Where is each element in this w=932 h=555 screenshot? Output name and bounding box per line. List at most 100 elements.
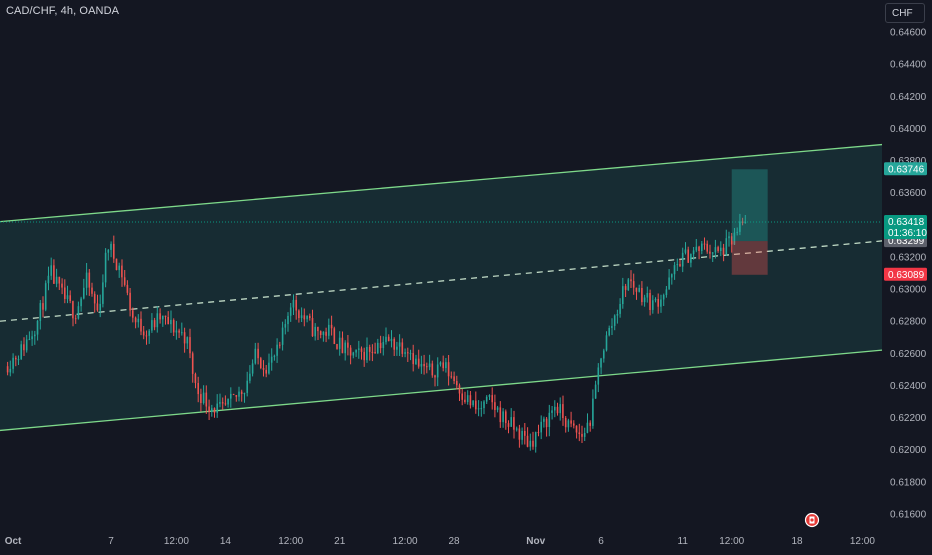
candle-body[interactable] bbox=[412, 353, 414, 365]
candle-body[interactable] bbox=[466, 395, 469, 402]
candle-body[interactable] bbox=[426, 366, 428, 368]
candle-body[interactable] bbox=[164, 315, 167, 317]
candle-body[interactable] bbox=[262, 368, 265, 370]
candle-body[interactable] bbox=[714, 247, 717, 253]
candle-body[interactable] bbox=[638, 288, 640, 292]
candle-body[interactable] bbox=[341, 337, 344, 354]
candle-body[interactable] bbox=[251, 363, 254, 374]
previous-close-label[interactable]: 0.63299 bbox=[888, 236, 925, 247]
candle-body[interactable] bbox=[630, 279, 632, 282]
candle-body[interactable] bbox=[88, 272, 91, 288]
candle-body[interactable] bbox=[145, 335, 148, 337]
candle-body[interactable] bbox=[377, 342, 379, 354]
candle-body[interactable] bbox=[39, 303, 42, 321]
candle-body[interactable] bbox=[66, 295, 69, 299]
candle-body[interactable] bbox=[499, 407, 502, 423]
candle-body[interactable] bbox=[279, 344, 281, 346]
candle-body[interactable] bbox=[622, 286, 624, 304]
candle-body[interactable] bbox=[254, 348, 257, 364]
candle-body[interactable] bbox=[701, 243, 703, 251]
candle-body[interactable] bbox=[409, 353, 412, 355]
candle-body[interactable] bbox=[205, 392, 208, 407]
candle-body[interactable] bbox=[513, 417, 515, 430]
candle-body[interactable] bbox=[442, 362, 444, 369]
candle-body[interactable] bbox=[698, 246, 700, 251]
currency-button[interactable]: CHF bbox=[885, 3, 925, 23]
candle-body[interactable] bbox=[439, 362, 442, 365]
candle-body[interactable] bbox=[249, 373, 251, 381]
candle-body[interactable] bbox=[115, 258, 118, 270]
candle-body[interactable] bbox=[510, 417, 512, 427]
candle-body[interactable] bbox=[23, 344, 25, 351]
candle-body[interactable] bbox=[260, 358, 262, 368]
candle-body[interactable] bbox=[417, 358, 420, 367]
candle-body[interactable] bbox=[387, 336, 390, 342]
candle-body[interactable] bbox=[181, 332, 183, 334]
candle-body[interactable] bbox=[559, 404, 561, 414]
candle-body[interactable] bbox=[575, 425, 578, 433]
candle-body[interactable] bbox=[583, 433, 586, 437]
candle-body[interactable] bbox=[15, 357, 17, 360]
candle-body[interactable] bbox=[673, 265, 676, 275]
candle-body[interactable] bbox=[496, 407, 499, 410]
candle-body[interactable] bbox=[458, 385, 461, 394]
candle-body[interactable] bbox=[167, 317, 169, 325]
last-price-label[interactable]: 0.63418 bbox=[888, 217, 925, 228]
candle-body[interactable] bbox=[129, 292, 131, 311]
candle-body[interactable] bbox=[270, 356, 273, 363]
candle-body[interactable] bbox=[162, 315, 164, 320]
candle-body[interactable] bbox=[475, 400, 477, 410]
candle-body[interactable] bbox=[690, 254, 692, 263]
candle-body[interactable] bbox=[121, 265, 123, 278]
candle-body[interactable] bbox=[488, 395, 491, 397]
candle-body[interactable] bbox=[325, 331, 327, 336]
candle-body[interactable] bbox=[107, 249, 110, 253]
candle-body[interactable] bbox=[401, 342, 404, 354]
channel-middle-line[interactable] bbox=[0, 240, 883, 322]
candle-body[interactable] bbox=[472, 400, 474, 406]
candle-body[interactable] bbox=[567, 420, 570, 428]
candle-body[interactable] bbox=[608, 328, 610, 336]
candle-body[interactable] bbox=[562, 404, 564, 418]
candle-body[interactable] bbox=[635, 287, 638, 292]
candle-body[interactable] bbox=[91, 287, 93, 294]
candle-body[interactable] bbox=[676, 264, 679, 266]
candle-body[interactable] bbox=[649, 293, 651, 310]
candle-body[interactable] bbox=[311, 318, 314, 337]
candle-body[interactable] bbox=[684, 249, 687, 253]
candle-body[interactable] bbox=[453, 376, 455, 381]
target-price-label[interactable]: 0.63746 bbox=[888, 164, 925, 175]
candle-body[interactable] bbox=[722, 247, 725, 255]
candle-body[interactable] bbox=[142, 331, 145, 336]
candle-body[interactable] bbox=[502, 411, 504, 423]
candle-body[interactable] bbox=[358, 348, 360, 350]
candle-body[interactable] bbox=[396, 346, 398, 350]
candle-body[interactable] bbox=[485, 396, 488, 402]
candle-body[interactable] bbox=[733, 232, 736, 245]
candle-body[interactable] bbox=[711, 252, 714, 254]
candle-body[interactable] bbox=[679, 264, 681, 267]
candle-body[interactable] bbox=[197, 383, 199, 395]
candle-body[interactable] bbox=[284, 324, 287, 328]
candle-body[interactable] bbox=[515, 428, 518, 430]
candle-body[interactable] bbox=[662, 295, 665, 300]
candle-body[interactable] bbox=[64, 287, 66, 300]
candle-body[interactable] bbox=[507, 423, 510, 427]
candle-body[interactable] bbox=[627, 279, 630, 290]
candle-body[interactable] bbox=[589, 422, 591, 426]
candle-body[interactable] bbox=[668, 277, 670, 290]
candle-body[interactable] bbox=[728, 236, 730, 239]
candle-body[interactable] bbox=[360, 348, 363, 352]
candle-body[interactable] bbox=[295, 299, 297, 311]
candle-body[interactable] bbox=[99, 303, 101, 311]
candle-body[interactable] bbox=[524, 431, 526, 436]
candle-body[interactable] bbox=[47, 275, 50, 284]
candle-body[interactable] bbox=[450, 376, 453, 378]
candle-body[interactable] bbox=[363, 351, 365, 361]
candle-body[interactable] bbox=[80, 298, 82, 307]
candle-body[interactable] bbox=[336, 344, 338, 349]
candle-body[interactable] bbox=[17, 359, 20, 361]
candle-body[interactable] bbox=[265, 369, 267, 374]
candle-body[interactable] bbox=[632, 281, 635, 288]
candle-body[interactable] bbox=[518, 428, 521, 440]
